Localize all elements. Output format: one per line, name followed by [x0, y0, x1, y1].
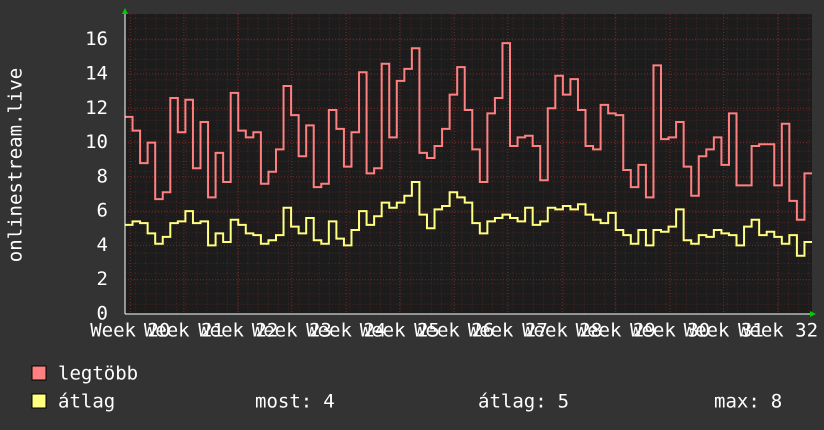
x-tick-label: Week 22	[198, 320, 278, 342]
y-tick-label: 0	[97, 303, 108, 325]
stat-label: átlag:	[478, 391, 547, 413]
series-line	[125, 181, 812, 257]
x-tick-label: Week 21	[144, 320, 224, 342]
y-tick-label: 6	[97, 200, 108, 222]
legend-swatch	[31, 393, 47, 409]
x-tick-label: Week 29	[576, 320, 656, 342]
x-tick-label: Week 24	[306, 320, 386, 342]
stat-value: 8	[771, 391, 782, 413]
stat-label: max:	[714, 391, 760, 413]
x-tick-label: Week 30	[630, 320, 710, 342]
y-tick-label: 8	[97, 165, 108, 187]
x-tick-label: Week 28	[522, 320, 602, 342]
x-tick-label: Week 31	[684, 320, 764, 342]
stat-value: 5	[558, 391, 569, 413]
axis-arrow	[810, 311, 816, 317]
x-tick-label: Week 32	[738, 320, 818, 342]
y-tick-label: 12	[85, 97, 108, 119]
legend-label: átlag	[58, 391, 115, 413]
x-tick-label: Week 20	[90, 320, 170, 342]
x-tick-label: Week 23	[252, 320, 332, 342]
y-tick-label: 16	[85, 28, 108, 50]
x-tick-label: Week 25	[360, 320, 440, 342]
y-tick-label: 10	[85, 131, 108, 153]
y-tick-label: 2	[97, 268, 108, 290]
x-tick-label: Week 27	[468, 320, 548, 342]
stat-value: 4	[323, 391, 334, 413]
x-tick-label: Week 26	[414, 320, 494, 342]
axis-arrow	[122, 8, 128, 14]
legend-label: legtöbb	[58, 363, 138, 385]
y-tick-label: 14	[85, 63, 108, 85]
minor-grid	[125, 14, 812, 314]
stat-label: most:	[255, 391, 312, 413]
series-line	[125, 42, 812, 221]
legend-swatch	[31, 365, 47, 381]
y-axis-label: onlinestream.live	[5, 68, 27, 262]
y-tick-label: 4	[97, 234, 108, 256]
